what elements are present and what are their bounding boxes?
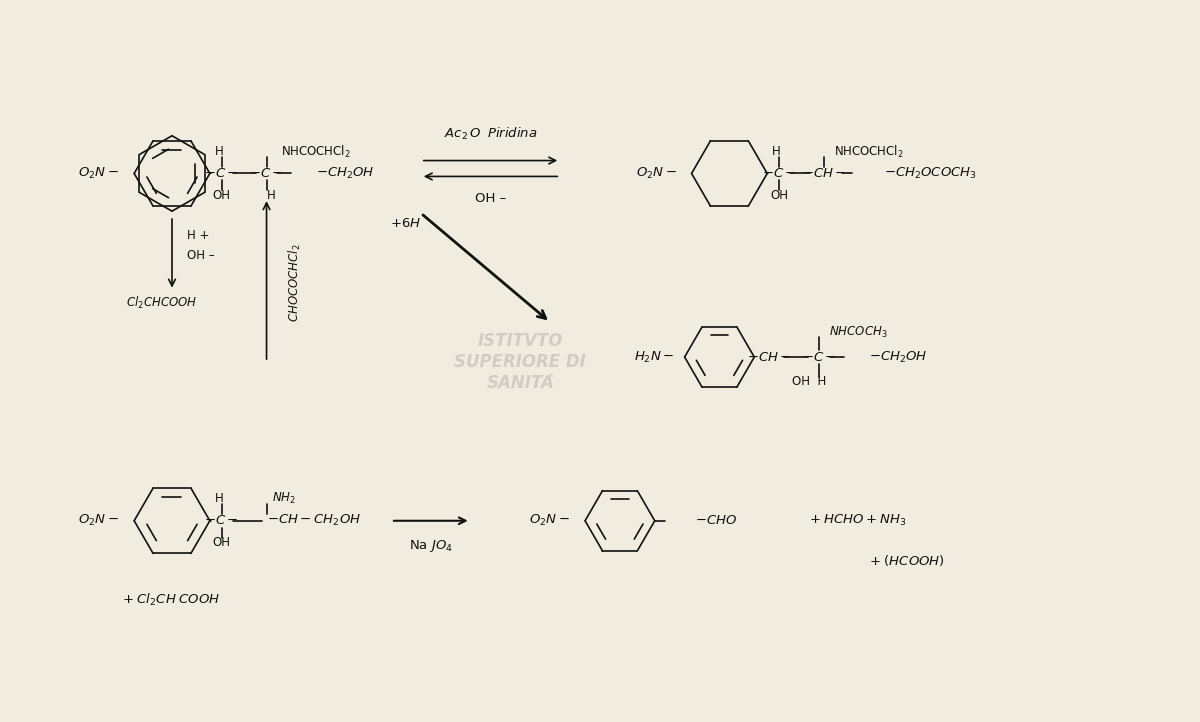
Text: NHCOCHCl$_2$: NHCOCHCl$_2$: [282, 144, 352, 160]
Text: $-CH-$: $-CH-$: [802, 167, 846, 180]
Text: $+\;HCHO + NH_3$: $+\;HCHO + NH_3$: [809, 513, 906, 529]
Text: NHCOCHCl$_2$: NHCOCHCl$_2$: [834, 144, 904, 160]
Text: $-CHO$: $-CHO$: [695, 514, 737, 527]
Text: $+\;Cl_2CH\;COOH$: $+\;Cl_2CH\;COOH$: [122, 592, 221, 608]
Text: $O_2N-$: $O_2N-$: [78, 513, 119, 529]
Text: $-CH_2OH$: $-CH_2OH$: [869, 349, 928, 365]
Text: $-CH-$: $-CH-$: [746, 350, 792, 364]
Text: H: H: [215, 145, 223, 158]
Text: $-C-$: $-C-$: [250, 167, 284, 180]
Text: OH –: OH –: [187, 249, 215, 262]
Text: OH –: OH –: [475, 192, 506, 205]
Text: ISTITVTO
SUPERIORE DI
SANITÀ: ISTITVTO SUPERIORE DI SANITÀ: [455, 332, 587, 392]
Text: $CHOCOCHCl_2$: $CHOCOCHCl_2$: [287, 243, 302, 322]
Text: H: H: [772, 145, 780, 158]
Text: $-C-$: $-C-$: [204, 514, 239, 527]
Text: $-C-$: $-C-$: [762, 167, 797, 180]
Text: H: H: [215, 492, 223, 505]
Text: OH: OH: [212, 188, 230, 201]
Text: OH: OH: [770, 188, 788, 201]
Text: $+6H$: $+6H$: [390, 217, 421, 230]
Text: Na $JO_4$: Na $JO_4$: [409, 538, 452, 554]
Text: OH  H: OH H: [792, 375, 826, 388]
Text: $Ac_2\,O\;\;Piridina$: $Ac_2\,O\;\;Piridina$: [444, 126, 538, 142]
Text: $O_2N-$: $O_2N-$: [529, 513, 570, 529]
Text: $+\;(HCOOH)$: $+\;(HCOOH)$: [869, 553, 944, 568]
Text: $H_2N-$: $H_2N-$: [635, 349, 674, 365]
Text: $-C-$: $-C-$: [802, 350, 836, 364]
Text: H +: H +: [187, 230, 209, 243]
Text: $-CH-CH_2OH$: $-CH-CH_2OH$: [266, 513, 361, 529]
Text: $O_2N-$: $O_2N-$: [636, 166, 677, 181]
Text: OH: OH: [212, 536, 230, 549]
Text: $NHCOCH_3$: $NHCOCH_3$: [829, 325, 888, 340]
Text: $O_2N-$: $O_2N-$: [78, 166, 119, 181]
Text: H: H: [268, 188, 276, 201]
Text: $-CH_2OH$: $-CH_2OH$: [317, 166, 374, 181]
Text: $-CH_2OCOCH_3$: $-CH_2OCOCH_3$: [883, 166, 977, 181]
Text: $Cl_2CHCOOH$: $Cl_2CHCOOH$: [126, 295, 198, 310]
Text: $NH_2$: $NH_2$: [271, 492, 295, 506]
Text: $-C-$: $-C-$: [204, 167, 239, 180]
